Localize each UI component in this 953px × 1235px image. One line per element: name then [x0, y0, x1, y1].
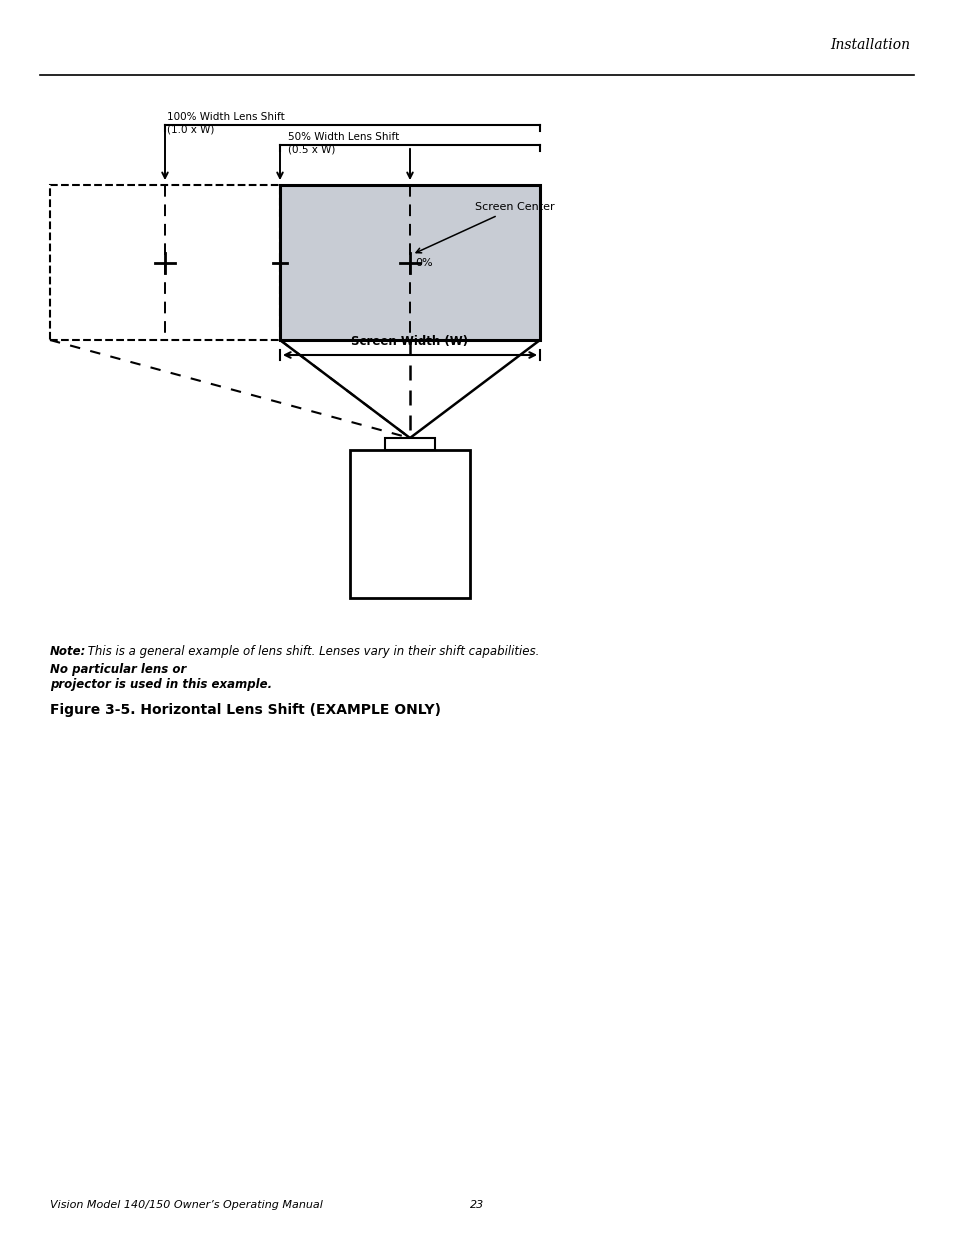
Bar: [350, 450, 470, 598]
Text: 0%: 0%: [415, 258, 432, 268]
Text: Vision Model 140/150 Owner’s Operating Manual: Vision Model 140/150 Owner’s Operating M…: [50, 1200, 322, 1210]
Text: No particular lens or
projector is used in this example.: No particular lens or projector is used …: [50, 663, 272, 692]
Bar: [385, 438, 435, 450]
Text: (1.0 x W): (1.0 x W): [167, 125, 214, 135]
Text: (0.5 x W): (0.5 x W): [288, 144, 335, 156]
Text: 23: 23: [470, 1200, 483, 1210]
Text: Note:: Note:: [50, 645, 87, 658]
Bar: [50, 185, 280, 340]
Text: Figure 3-5. Horizontal Lens Shift (EXAMPLE ONLY): Figure 3-5. Horizontal Lens Shift (EXAMP…: [50, 703, 440, 718]
Text: 50% Width Lens Shift: 50% Width Lens Shift: [288, 132, 399, 142]
Bar: [280, 185, 539, 340]
Text: Installation: Installation: [829, 38, 909, 52]
Text: Screen Width (W): Screen Width (W): [351, 335, 468, 348]
Text: This is a general example of lens shift. Lenses vary in their shift capabilities: This is a general example of lens shift.…: [84, 645, 542, 658]
Text: Screen Center: Screen Center: [416, 203, 554, 253]
Text: 100% Width Lens Shift: 100% Width Lens Shift: [167, 112, 284, 122]
